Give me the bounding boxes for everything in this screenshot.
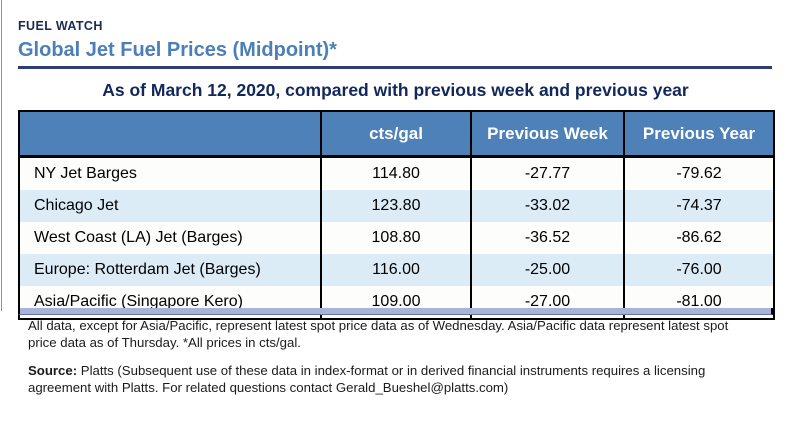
table-header-row: cts/gal Previous Week Previous Year <box>19 111 774 158</box>
source-label: Source: <box>28 363 78 378</box>
value-previous-year: -79.62 <box>623 156 774 190</box>
data-note: All data, except for Asia/Pacific, repre… <box>28 318 729 350</box>
table-row: Asia/Pacific (Singapore Kero) 109.00 -27… <box>19 286 774 319</box>
value-previous-week: -36.52 <box>470 222 624 254</box>
table-row: NY Jet Barges 114.80 -27.77 -79.62 <box>19 156 774 190</box>
source-text: Platts (Subsequent use of these data in … <box>28 363 706 395</box>
col-header-previous-year: Previous Year <box>623 111 774 158</box>
title-rule <box>18 66 772 69</box>
value-previous-year: -76.00 <box>623 254 774 286</box>
table-bottom-bar <box>18 308 773 315</box>
value-cts-gal: 114.80 <box>320 156 471 190</box>
row-label: NY Jet Barges <box>34 165 137 182</box>
row-label: Asia/Pacific (Singapore Kero) <box>34 293 243 310</box>
table-row: West Coast (LA) Jet (Barges) 108.80 -36.… <box>19 222 774 254</box>
value-cts-gal: 123.80 <box>320 190 471 222</box>
scan-edge-line <box>1 0 2 311</box>
table-caption: As of March 12, 2020, compared with prev… <box>102 80 689 100</box>
row-label: West Coast (LA) Jet (Barges) <box>34 229 243 246</box>
value-previous-year: -86.62 <box>623 222 774 254</box>
value-cts-gal: 108.80 <box>320 222 471 254</box>
value-previous-week: -27.77 <box>470 156 624 190</box>
col-header-region <box>19 111 321 158</box>
row-label: Chicago Jet <box>34 197 119 214</box>
table-row: Chicago Jet 123.80 -33.02 -74.37 <box>19 190 774 222</box>
page-title: Global Jet Fuel Prices (Midpoint)* <box>18 39 337 61</box>
col-header-cts-gal: cts/gal <box>320 111 471 158</box>
value-previous-year: -74.37 <box>623 190 774 222</box>
value-previous-week: -33.02 <box>470 190 624 222</box>
value-cts-gal: 116.00 <box>320 254 471 286</box>
col-header-previous-week: Previous Week <box>470 111 624 158</box>
jet-fuel-prices-table: cts/gal Previous Week Previous Year NY J… <box>18 110 775 320</box>
section-kicker: FUEL WATCH <box>18 19 103 33</box>
table-row: Europe: Rotterdam Jet (Barges) 116.00 -2… <box>19 254 774 286</box>
row-label: Europe: Rotterdam Jet (Barges) <box>34 261 261 278</box>
value-previous-week: -25.00 <box>470 254 624 286</box>
source-note: Source: Platts (Subsequent use of these … <box>28 363 740 397</box>
